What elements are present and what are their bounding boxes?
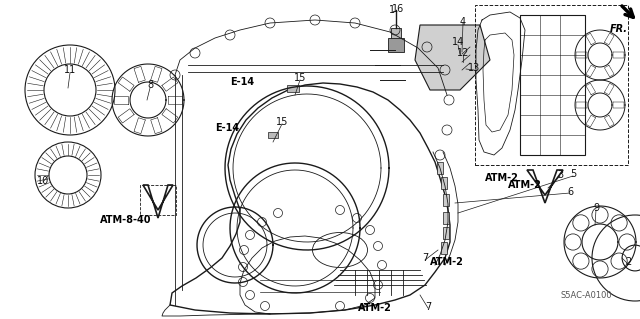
- Polygon shape: [143, 185, 173, 218]
- Text: E-14: E-14: [230, 77, 254, 87]
- Text: 2: 2: [625, 257, 631, 267]
- Text: 3: 3: [557, 170, 563, 180]
- Text: ATM-2: ATM-2: [358, 303, 392, 313]
- Bar: [287, 85, 299, 92]
- Text: 15: 15: [294, 73, 306, 83]
- Text: 4: 4: [460, 17, 466, 27]
- Text: ATM-8-40: ATM-8-40: [100, 215, 152, 225]
- Bar: [140, 185, 176, 215]
- Text: 8: 8: [147, 80, 153, 90]
- Text: 15: 15: [276, 117, 288, 127]
- Text: 16: 16: [392, 4, 404, 14]
- Text: 5: 5: [570, 169, 576, 179]
- Text: E-14: E-14: [215, 123, 239, 133]
- Bar: [391, 28, 401, 40]
- Bar: [443, 227, 449, 239]
- Text: ATM-2: ATM-2: [508, 180, 542, 190]
- Polygon shape: [527, 170, 563, 203]
- Text: 10: 10: [37, 176, 49, 186]
- Bar: [437, 162, 443, 174]
- Text: ATM-2: ATM-2: [485, 173, 519, 183]
- Bar: [443, 194, 449, 206]
- Text: ATM-2: ATM-2: [430, 257, 464, 267]
- Text: 9: 9: [593, 203, 599, 213]
- Text: 1: 1: [389, 5, 395, 15]
- Text: 7: 7: [425, 302, 431, 312]
- Text: 11: 11: [64, 65, 76, 75]
- Text: 14: 14: [452, 37, 464, 47]
- Text: 13: 13: [468, 63, 480, 73]
- Bar: [443, 212, 449, 224]
- Polygon shape: [415, 25, 490, 90]
- Bar: [268, 132, 278, 138]
- Text: FR.: FR.: [610, 24, 628, 34]
- Bar: [441, 177, 447, 189]
- Text: 7: 7: [422, 253, 428, 263]
- Bar: [520, 15, 585, 155]
- Text: S5AC-A0100: S5AC-A0100: [560, 291, 612, 300]
- Text: 6: 6: [567, 187, 573, 197]
- Text: 12: 12: [457, 48, 469, 58]
- Bar: [475, 5, 628, 165]
- Bar: [441, 242, 447, 254]
- Bar: [388, 38, 404, 52]
